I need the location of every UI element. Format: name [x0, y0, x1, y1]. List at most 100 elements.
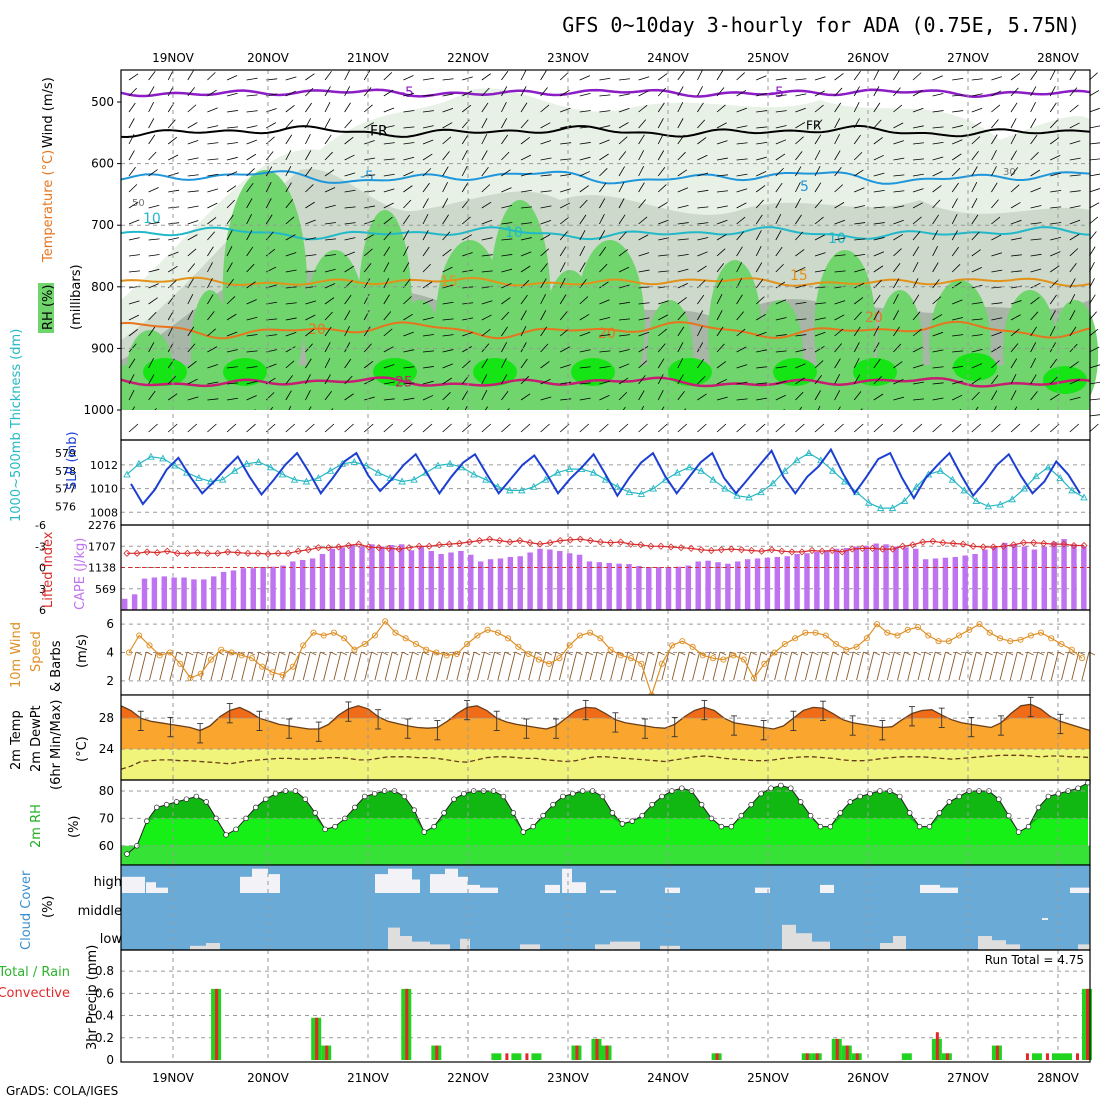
precip-convective-bar — [805, 1053, 809, 1060]
cape-bar — [566, 553, 573, 610]
upper-wind-barb — [403, 171, 414, 177]
upper-wind-barb — [383, 278, 390, 289]
upper-wind-barb — [1069, 157, 1081, 161]
upper-wind-barb — [187, 70, 194, 81]
upper-wind-barb — [756, 331, 767, 337]
upper-wind-barb — [442, 318, 454, 321]
upper-wind-barb — [775, 198, 782, 209]
wind-barb-flag — [340, 651, 348, 656]
wind-barb — [712, 651, 721, 681]
cape-tick: 569 — [95, 583, 116, 596]
wind-speed-marker — [986, 629, 993, 636]
cloud-high-bar — [268, 874, 280, 893]
rh2-marker — [262, 796, 269, 802]
upper-wind-barb — [305, 300, 317, 305]
upper-wind-barb — [873, 265, 884, 273]
upper-wind-barb — [442, 231, 451, 241]
upper-wind-barb — [775, 246, 783, 257]
upper-wind-barb — [1030, 297, 1040, 305]
thickness-tick: 576 — [55, 500, 76, 513]
wind-barb — [804, 651, 813, 681]
wind-speed-marker — [658, 660, 665, 667]
upper-wind-barb — [795, 231, 804, 241]
wind-speed-marker — [556, 655, 563, 662]
upper-wind-barb — [951, 167, 961, 177]
temperature-contour-temp_20 — [120, 320, 1091, 340]
upper-wind-barb — [305, 118, 312, 129]
wind-barb-flag — [320, 651, 327, 656]
upper-wind-barb — [1049, 119, 1058, 129]
upper-wind-barb — [442, 151, 450, 161]
upper-wind-barb — [285, 104, 295, 113]
cape-bar — [1051, 542, 1057, 610]
wind-barb-flag — [1068, 651, 1075, 656]
upper-wind-barb — [540, 219, 552, 225]
upper-wind-barb — [932, 366, 944, 369]
temperature-contour-temp_fr — [120, 124, 1091, 139]
precip-tick: 0.6 — [95, 986, 114, 1000]
cloud-high-bar — [252, 868, 268, 893]
upper-wind-barb — [442, 78, 454, 81]
upper-wind-barb — [991, 234, 1002, 241]
upper-wind-barb — [344, 119, 353, 129]
thickness-marker — [159, 454, 167, 462]
upper-wind-barb — [873, 251, 885, 257]
upper-wind-barb — [932, 75, 943, 81]
upper-wind-barb — [128, 237, 140, 241]
upper-wind-barb — [481, 237, 493, 241]
footer-credit: GrADS: COLA/IGES — [6, 1084, 119, 1098]
upper-wind-barb — [912, 107, 924, 113]
upper-wind-barb — [697, 222, 709, 225]
upper-wind-barb — [893, 157, 905, 161]
wind-speed-marker — [146, 642, 153, 649]
cape-bar — [122, 598, 128, 610]
lifted-index-marker — [586, 537, 594, 545]
upper-wind-barb — [971, 151, 979, 161]
upper-wind-barb — [285, 234, 296, 241]
wind-speed-marker — [279, 672, 286, 679]
upper-wind-barb — [1069, 423, 1080, 433]
precip-total-bar — [1061, 1053, 1072, 1060]
wind-barb-flag — [463, 651, 471, 656]
upper-wind-barb — [932, 110, 944, 113]
thickness-marker — [374, 468, 382, 476]
upper-wind-barb — [677, 118, 684, 129]
rh2-marker — [253, 804, 259, 811]
upper-wind-barb — [697, 310, 704, 321]
upper-wind-barb — [697, 237, 709, 241]
precip-convective-bar — [315, 1017, 319, 1060]
lifted-index-marker — [1040, 539, 1048, 547]
lifted-index-marker — [687, 544, 695, 552]
lifted-index-marker — [606, 539, 615, 547]
wind-speed-marker — [484, 626, 491, 633]
wind-speed-marker — [914, 623, 922, 631]
lifted-index-marker — [808, 546, 816, 555]
upper-wind-barb — [501, 311, 510, 321]
wind-barb — [548, 651, 557, 681]
upper-wind-barb — [1069, 248, 1079, 257]
lifted-index-marker — [496, 537, 504, 545]
thickness-marker — [302, 477, 311, 485]
upper-wind-barb — [305, 219, 316, 225]
upper-wind-barb — [873, 189, 885, 193]
cape-bar — [586, 561, 593, 610]
upper-wind-barb — [854, 282, 865, 289]
wind-barb-flag — [289, 651, 296, 656]
lifted-index-marker — [667, 543, 675, 551]
upper-wind-barb — [344, 222, 356, 225]
upper-wind-barb — [971, 348, 983, 353]
upper-wind-barb — [775, 350, 787, 353]
upper-wind-barb — [991, 90, 1002, 97]
rh2-marker — [124, 851, 130, 857]
upper-wind-barb — [324, 102, 331, 113]
upper-wind-barb — [246, 263, 255, 273]
dewpoint-band — [121, 749, 1090, 780]
upper-wind-barb — [697, 206, 709, 209]
wind-barb-flag — [750, 651, 758, 656]
wind-barb — [579, 651, 588, 681]
lifted-index-marker — [506, 538, 514, 546]
thickness-marker — [482, 475, 490, 483]
cloud-high-bar — [240, 876, 252, 893]
wind-barb-flag — [494, 651, 501, 656]
upper-wind-barb — [1010, 237, 1022, 241]
